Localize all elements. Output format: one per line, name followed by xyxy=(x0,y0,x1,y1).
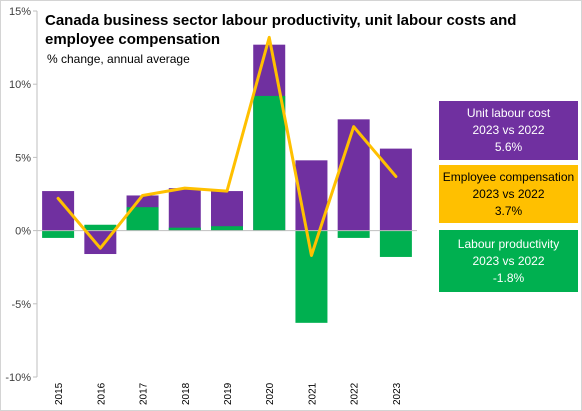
y-tick-label: -5% xyxy=(11,299,31,311)
x-tick-label-2021: 2021 xyxy=(307,382,318,405)
axes xyxy=(33,10,417,378)
ulc-bar-2022 xyxy=(337,119,370,231)
ulc-bars xyxy=(42,44,412,255)
y-tick-label: 15% xyxy=(9,6,31,18)
x-tick-label-2018: 2018 xyxy=(181,382,192,405)
lp-bar-2020 xyxy=(253,95,286,231)
lp-bar-2016 xyxy=(84,224,117,231)
x-tick-label-2016: 2016 xyxy=(96,382,107,405)
y-tick-label: 5% xyxy=(15,152,31,164)
callout-ec-period: 2023 vs 2022 xyxy=(472,186,545,201)
lp-bar-2021 xyxy=(295,230,328,323)
chart-subtitle: % change, annual average xyxy=(47,52,190,66)
y-tick-label: 10% xyxy=(9,79,31,91)
lp-bar-2018 xyxy=(168,227,201,231)
x-tick-label-2017: 2017 xyxy=(139,382,150,405)
y-tick-label: -10% xyxy=(5,372,31,384)
y-tick-label: 0% xyxy=(15,226,31,238)
lp-bar-2015 xyxy=(42,230,75,238)
lp-bar-2017 xyxy=(126,207,159,231)
callout-ulc-value: 5.6% xyxy=(494,140,523,154)
callout-lp-period: 2023 vs 2022 xyxy=(472,253,545,268)
lp-bar-2022 xyxy=(337,230,370,238)
chart-title: Canada business sector labour productivi… xyxy=(45,12,517,48)
x-tick-label-2023: 2023 xyxy=(392,382,403,405)
callout-lp-label: Labour productivity xyxy=(457,236,560,251)
ulc-bar-2019 xyxy=(211,191,243,231)
callout-lp-value: -1.8% xyxy=(492,270,525,285)
callout-labour-productivity: Labour productivity 2023 vs 2022 -1.8% xyxy=(439,230,578,292)
callout-ulc-label: Unit labour cost xyxy=(466,106,551,120)
callout-unit-labour-cost: Unit labour cost 2023 vs 2022 5.6% xyxy=(439,101,578,160)
ulc-bar-2018 xyxy=(168,188,201,231)
lp-bars xyxy=(42,95,412,323)
callout-ulc-period: 2023 vs 2022 xyxy=(472,123,545,137)
x-tick-label-2022: 2022 xyxy=(350,382,361,405)
callout-ec-value: 3.7% xyxy=(494,203,523,218)
x-tick-labels: 2015 2016 2017 2018 2019 2020 2021 2022 2023 xyxy=(54,382,403,405)
callout-employee-compensation: Employee compensation 2023 vs 2022 3.7% xyxy=(439,165,578,223)
lp-bar-2023 xyxy=(379,230,412,257)
x-tick-label-2015: 2015 xyxy=(54,382,65,405)
callout-ec-label: Employee compensation xyxy=(442,169,575,184)
ec-line xyxy=(56,35,398,257)
y-tick-labels: 15% 10% 5% 0% -5% -10% xyxy=(5,6,31,384)
x-tick-label-2019: 2019 xyxy=(223,382,234,405)
lp-bar-2019 xyxy=(211,226,243,231)
x-tick-label-2020: 2020 xyxy=(265,382,276,405)
